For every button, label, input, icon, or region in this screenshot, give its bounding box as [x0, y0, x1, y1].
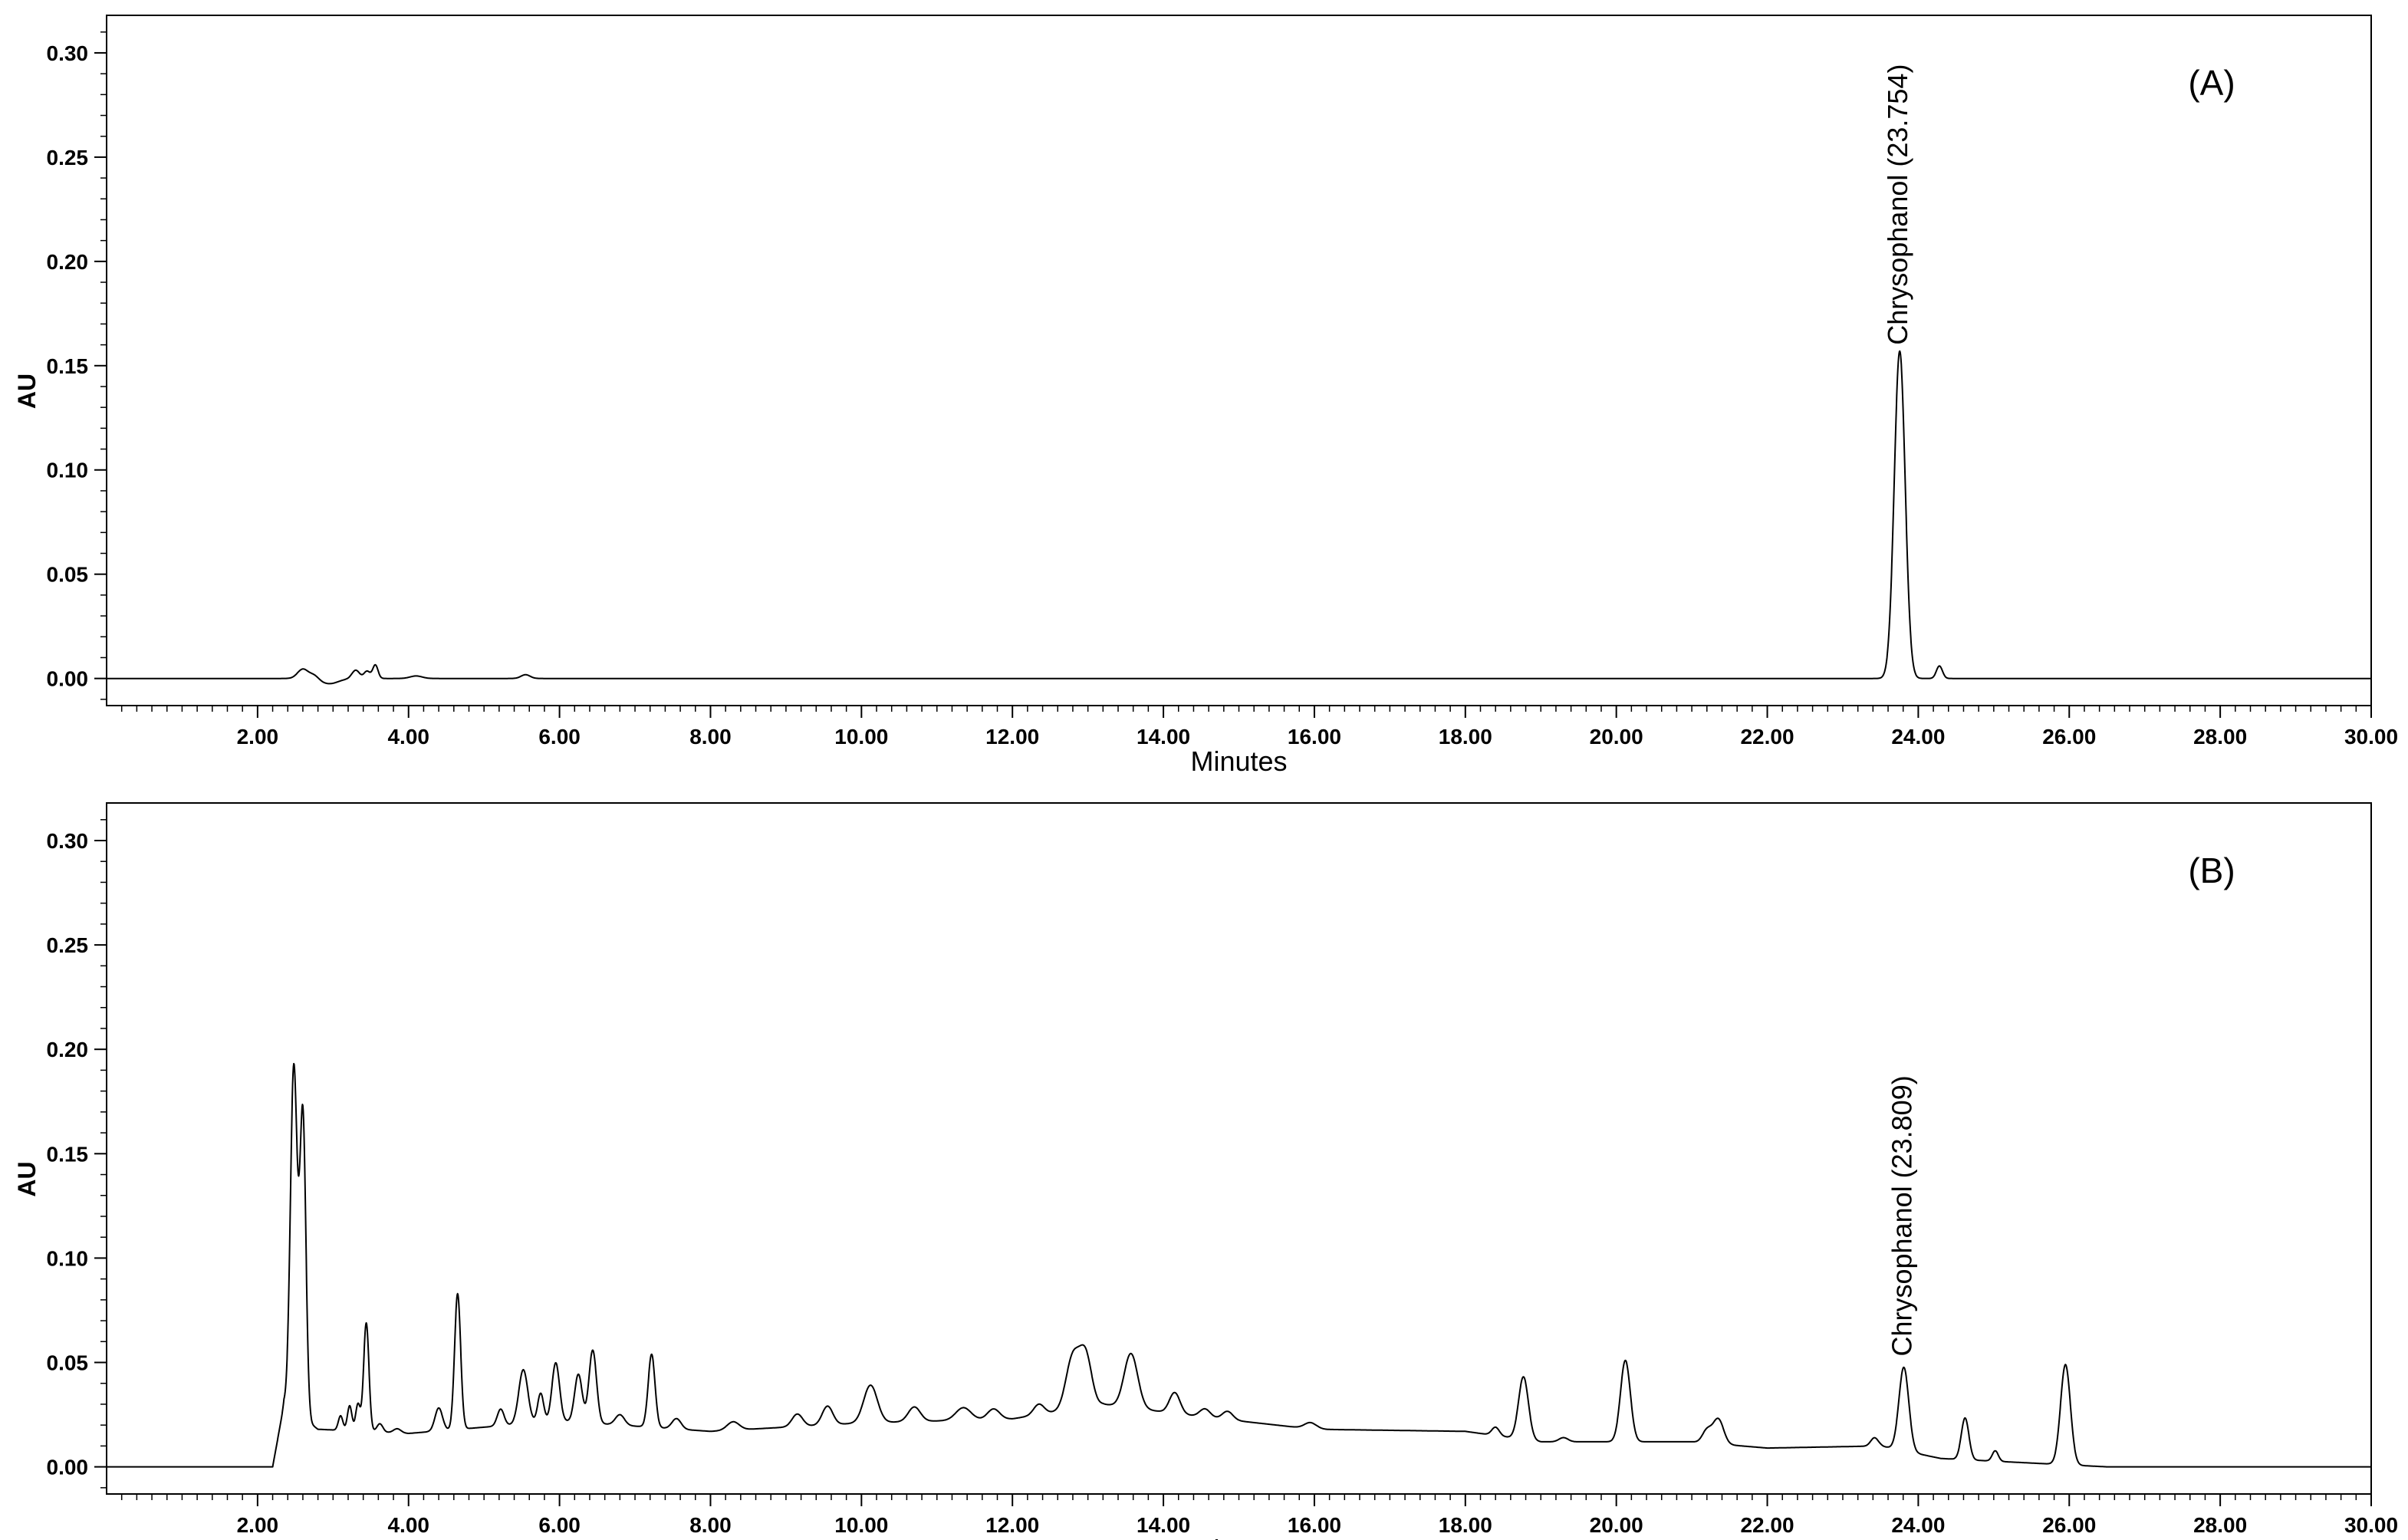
x-tick-label: 14.00: [1137, 725, 1190, 749]
y-tick-label: 0.00: [47, 1456, 89, 1479]
x-tick-label: 12.00: [985, 1513, 1039, 1537]
x-tick-label: 2.00: [237, 725, 279, 749]
y-tick-label: 0.10: [47, 1246, 89, 1270]
y-tick-label: 0.15: [47, 1142, 89, 1166]
x-tick-label: 30.00: [2344, 725, 2398, 749]
chart-panel-b: 2.00 4.00 6.00 8.00 10.00 12.00 14.00 16.00 18.0…: [13, 802, 2398, 1540]
y-tick-label: 0.25: [47, 146, 89, 169]
x-tick-label: 2.00: [237, 1513, 279, 1537]
panel-label: (B): [2188, 851, 2235, 890]
x-tick-label: 6.00: [538, 1513, 581, 1537]
chromatogram-trace: [106, 1062, 2372, 1468]
y-tick-label: 0.30: [47, 829, 89, 853]
x-tick-label: 24.00: [1891, 725, 1945, 749]
y-tick-label: 0.20: [47, 1038, 89, 1061]
x-tick-label: 12.00: [985, 725, 1039, 749]
y-axis-label: AU: [13, 373, 41, 409]
chart-panel-a: 2.00 4.00 6.00 8.00 10.00 12.00 14.00 16.00 18.0…: [13, 15, 2398, 777]
x-tick-label: 6.00: [538, 725, 581, 749]
x-tick-label: 10.00: [834, 725, 888, 749]
x-tick-label: 26.00: [2042, 1513, 2096, 1537]
y-tick-label: 0.10: [47, 459, 89, 482]
x-tick-label: 22.00: [1740, 725, 1794, 749]
x-tick-label: 8.00: [689, 1513, 732, 1537]
y-tick-label: 0.30: [47, 41, 89, 65]
y-tick-label: 0.15: [47, 354, 89, 378]
x-tick-label: 16.00: [1288, 725, 1341, 749]
x-axis: 2.00 4.00 6.00 8.00 10.00 12.00 14.00 16.00 18.0…: [120, 706, 2398, 777]
y-axis: 0.00 0.05 0.10 0.15 0.20 0.25 0.30 AU: [13, 819, 107, 1489]
x-axis: 2.00 4.00 6.00 8.00 10.00 12.00 14.00 16.00 18.0…: [120, 1494, 2398, 1540]
x-tick-label: 16.00: [1288, 1513, 1341, 1537]
y-tick-label: 0.00: [47, 667, 89, 691]
y-tick-label: 0.20: [47, 250, 89, 274]
x-tick-label: 20.00: [1590, 725, 1643, 749]
x-tick-label: 14.00: [1137, 1513, 1190, 1537]
x-tick-label: 28.00: [2193, 725, 2247, 749]
y-axis: 0.00 0.05 0.10 0.15 0.20 0.25 0.30 AU: [13, 31, 107, 700]
x-tick-label: 24.00: [1891, 1513, 1945, 1537]
panel-label: (A): [2188, 63, 2235, 103]
x-axis-label: Minutes: [1190, 745, 1287, 777]
x-tick-label: 8.00: [689, 725, 732, 749]
x-tick-label: 26.00: [2042, 725, 2096, 749]
x-tick-label: 18.00: [1439, 725, 1492, 749]
x-tick-label: 4.00: [387, 725, 429, 749]
x-tick-label: 18.00: [1439, 1513, 1492, 1537]
y-axis-label: AU: [13, 1161, 41, 1196]
y-tick-label: 0.05: [47, 563, 89, 587]
y-tick-label: 0.05: [47, 1351, 89, 1375]
peak-annotation: Chrysophanol (23.754): [1882, 64, 1913, 345]
peak-annotation: Chrysophanol (23.809): [1887, 1075, 1918, 1356]
x-tick-label: 4.00: [387, 1513, 429, 1537]
y-tick-label: 0.25: [47, 933, 89, 957]
x-tick-label: 10.00: [834, 1513, 888, 1537]
x-tick-label: 30.00: [2344, 1513, 2398, 1537]
chromatogram-trace: [106, 350, 2372, 685]
x-tick-label: 22.00: [1740, 1513, 1794, 1537]
x-axis-label: Minutes: [1190, 1534, 1287, 1540]
x-tick-label: 20.00: [1590, 1513, 1643, 1537]
x-tick-label: 28.00: [2193, 1513, 2247, 1537]
